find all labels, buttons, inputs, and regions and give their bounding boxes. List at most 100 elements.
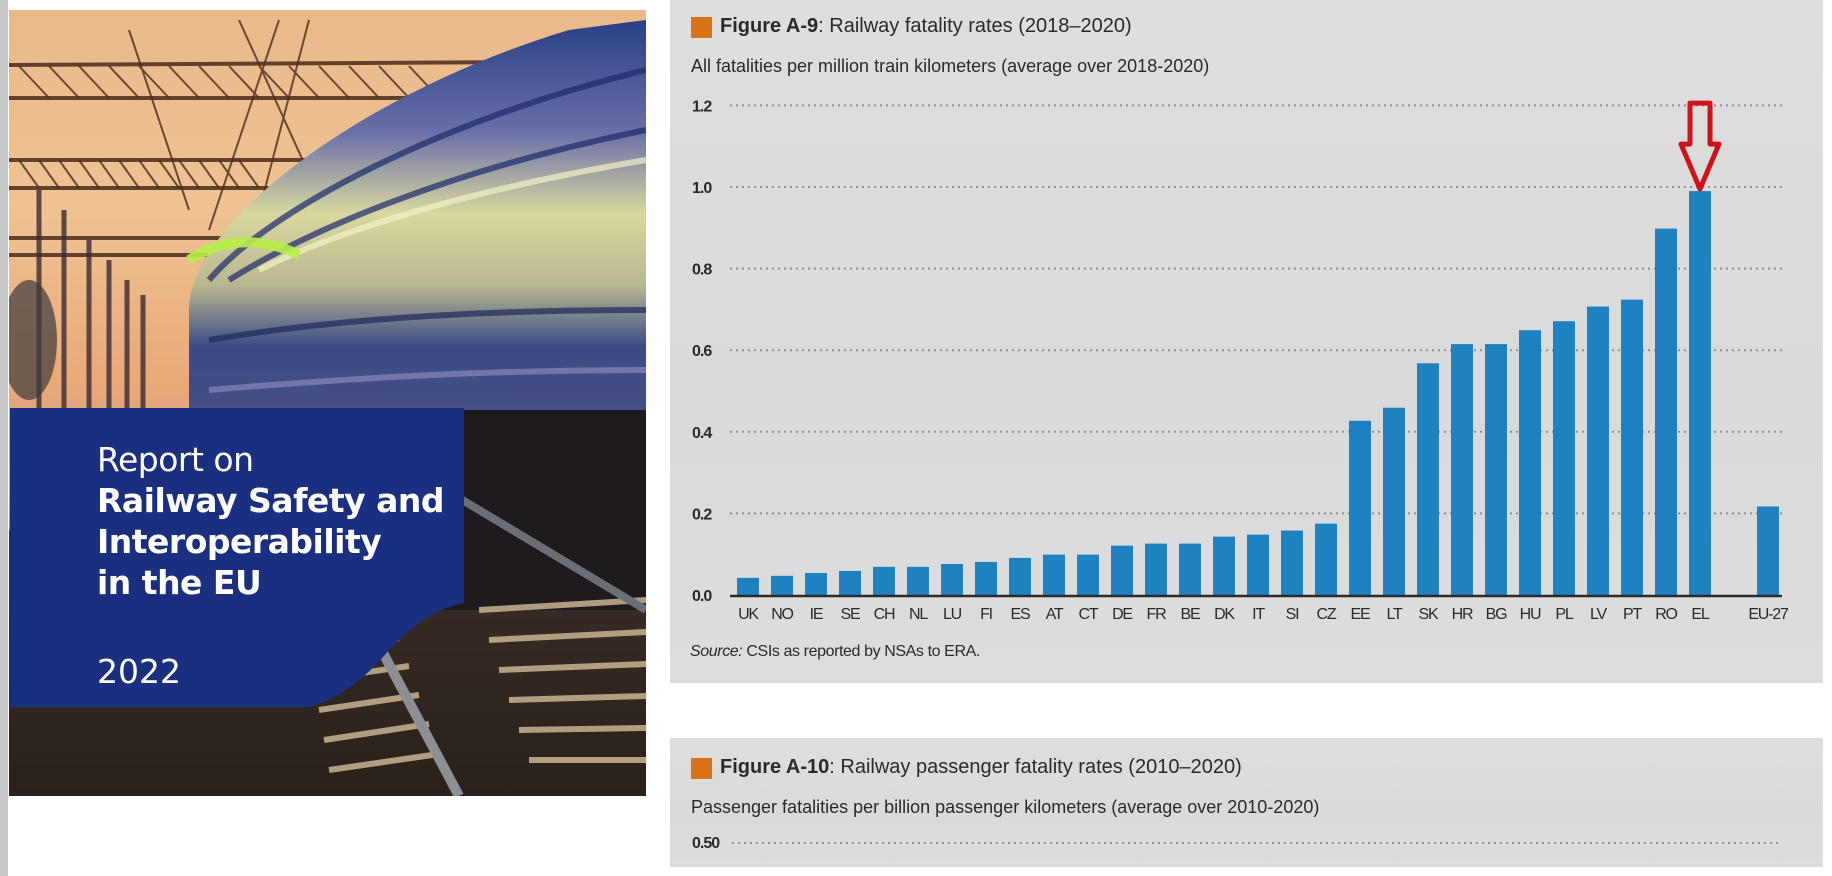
- y-tick-label: 1.2: [692, 98, 712, 115]
- x-tick-label: CZ: [1317, 606, 1337, 623]
- bar-lv: [1587, 306, 1609, 595]
- cover-title-box: [10, 408, 464, 707]
- bar-ie: [805, 572, 827, 595]
- bar-be: [1179, 543, 1201, 595]
- red-down-arrow-icon: [1678, 100, 1722, 192]
- bar-si: [1281, 530, 1303, 595]
- x-tick-label: UK: [738, 606, 759, 623]
- bar-lt: [1383, 407, 1405, 595]
- bar-lu: [941, 563, 963, 595]
- x-tick-label: LV: [1590, 606, 1608, 623]
- x-axis-tick-labels: UK NO IE SE CH NL LU FI ES AT CT DE FR BE DK IT SI CZ EE LT…: [738, 606, 1790, 623]
- cover-pre-title: Report on: [97, 440, 254, 479]
- x-tick-label: NO: [771, 606, 793, 623]
- y-tick-label: 1.0: [692, 180, 712, 197]
- x-tick-label: DE: [1112, 606, 1132, 623]
- cover-title-line: Interoperability: [97, 522, 382, 561]
- figure-a9-source: Source: CSIs as reported by NSAs to ERA.: [690, 643, 980, 661]
- report-cover: Report on Railway Safety and Interoperab…: [9, 10, 646, 796]
- y-tick-label: 0.2: [692, 506, 712, 523]
- x-tick-label: SK: [1419, 606, 1439, 623]
- figure-a10-title: Figure A-10: Railway passenger fatality …: [720, 756, 1242, 779]
- highlight-arrow-icon: [1678, 100, 1722, 192]
- figure-a10-chart: 0.50: [692, 835, 1780, 852]
- bar-uk: [737, 577, 759, 595]
- y-tick-label: 0.8: [692, 262, 712, 279]
- x-tick-label: ES: [1011, 606, 1030, 623]
- bar-pt: [1621, 299, 1643, 595]
- y-tick-label: 0.0: [692, 588, 712, 605]
- bar-ct: [1077, 554, 1099, 595]
- x-tick-label: BG: [1486, 606, 1507, 623]
- source-text: CSIs as reported by NSAs to ERA.: [742, 643, 980, 660]
- x-tick-label: EE: [1351, 606, 1370, 623]
- page-edge-strip: [0, 0, 8, 876]
- bar-at: [1043, 554, 1065, 595]
- bar-ch: [873, 566, 895, 595]
- bar-se: [839, 570, 861, 595]
- bar-fi: [975, 561, 997, 595]
- x-tick-label: CT: [1079, 606, 1099, 623]
- cover-title-line: in the EU: [97, 563, 262, 602]
- bar-eu-27: [1757, 506, 1779, 595]
- x-tick-label: RO: [1655, 606, 1677, 623]
- cover-title-line: Railway Safety and: [97, 481, 444, 520]
- bar-it: [1247, 534, 1269, 595]
- bar-el: [1689, 191, 1711, 595]
- figure-a9-title: Figure A-9: Railway fatality rates (2018…: [720, 15, 1132, 38]
- x-tick-label: CH: [874, 606, 895, 623]
- x-tick-label: LU: [943, 606, 962, 623]
- figure-a10-panel: Figure A-10: Railway passenger fatality …: [670, 738, 1823, 867]
- x-tick-label: EL: [1691, 606, 1709, 623]
- bar-dk: [1213, 536, 1235, 595]
- bar-cz: [1315, 523, 1337, 595]
- figure-a9-title-text: : Railway fatality rates (2018–2020): [818, 15, 1132, 37]
- figure-a10-title-text: : Railway passenger fatality rates (2010…: [829, 756, 1242, 778]
- figure-a9-label: Figure A-9: [720, 15, 819, 37]
- y-tick-label: 0.4: [692, 425, 712, 442]
- x-tick-label: LT: [1386, 606, 1403, 623]
- figure-a9-panel: Figure A-9: Railway fatality rates (2018…: [670, 0, 1823, 683]
- cover-photo-train: [9, 19, 646, 796]
- source-label: Source:: [690, 643, 743, 660]
- figure-marker-square: [691, 17, 712, 38]
- x-tick-label: SI: [1286, 606, 1299, 623]
- bar-hu: [1519, 330, 1541, 595]
- figure-a9-subtitle: All fatalities per million train kilomet…: [691, 56, 1210, 76]
- x-tick-label: HU: [1520, 606, 1541, 623]
- x-tick-label: BE: [1181, 606, 1200, 623]
- bar-no: [771, 575, 793, 595]
- x-tick-label: IE: [810, 606, 823, 623]
- figure-a10-label: Figure A-10: [720, 756, 830, 778]
- bars: [737, 191, 1779, 595]
- x-tick-label: NL: [909, 606, 928, 623]
- x-tick-label: AT: [1046, 606, 1064, 623]
- x-tick-label: DK: [1214, 606, 1235, 623]
- cover-title: Railway Safety and Interoperability in t…: [97, 480, 444, 603]
- figure-marker-square: [691, 758, 712, 779]
- bar-hr: [1451, 344, 1473, 595]
- figure-a10-subtitle: Passenger fatalities per billion passeng…: [691, 797, 1320, 817]
- x-tick-label: HR: [1452, 606, 1473, 623]
- y-axis-tick-labels: 0.0 0.2 0.4 0.6 0.8 1.0 1.2: [692, 98, 713, 605]
- x-tick-label: PT: [1623, 606, 1642, 623]
- x-tick-label: FR: [1147, 606, 1167, 623]
- bar-de: [1111, 545, 1133, 595]
- bar-pl: [1553, 321, 1575, 595]
- x-tick-label: EU-27: [1748, 606, 1789, 623]
- x-tick-label: PL: [1555, 606, 1573, 623]
- bar-sk: [1417, 363, 1439, 595]
- bar-es: [1009, 557, 1031, 595]
- bar-ee: [1349, 420, 1371, 595]
- bar-ro: [1655, 228, 1677, 595]
- x-tick-label: FI: [980, 606, 992, 623]
- figure-a9-chart: 0.0 0.2 0.4 0.6 0.8 1.0 1.2 UK NO IE SE CH NL LU FI ES…: [692, 98, 1790, 623]
- cover-year: 2022: [97, 652, 181, 691]
- x-tick-label: IT: [1252, 606, 1265, 623]
- bar-fr: [1145, 543, 1167, 595]
- y-tick-label: 0.6: [692, 343, 712, 360]
- bar-bg: [1485, 344, 1507, 595]
- y-tick-label: 0.50: [692, 835, 720, 852]
- bar-nl: [907, 566, 929, 595]
- x-tick-label: SE: [841, 606, 860, 623]
